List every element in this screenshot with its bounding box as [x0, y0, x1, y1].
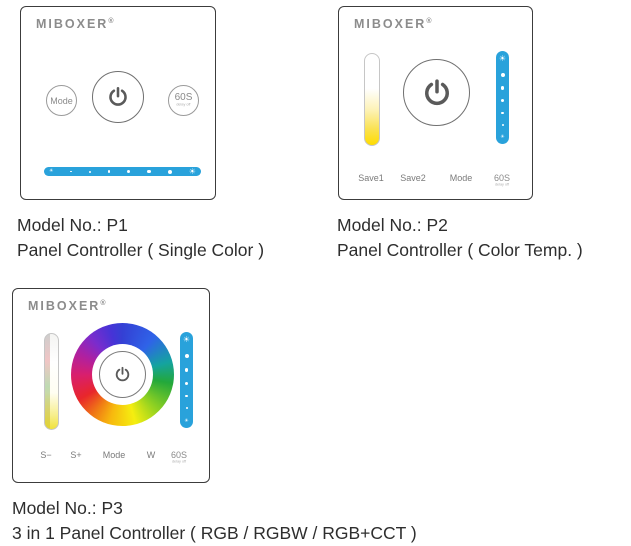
slider-dot [70, 170, 72, 173]
mode-button[interactable]: Mode [46, 85, 77, 116]
save1-button[interactable]: Save1 [358, 173, 384, 183]
mode-button[interactable]: Mode [449, 173, 473, 183]
miboxer-logo: MIBOXER® [28, 299, 106, 313]
panel-p1: MIBOXER® Mode 60S delay off ☀ ☀ [20, 6, 216, 200]
slider-dot [501, 111, 504, 114]
power-icon [115, 366, 130, 382]
timer-60s-button[interactable]: 60S delay off [168, 85, 199, 116]
dim-sun-icon: ☀ [184, 418, 189, 424]
slider-dot [500, 86, 505, 90]
slider-dot [184, 354, 189, 358]
registered-mark: ® [426, 17, 432, 25]
miboxer-logo: MIBOXER® [354, 17, 432, 31]
slider-dot [107, 170, 111, 173]
dim-sun-icon: ☀ [500, 134, 505, 140]
model-description-p3: 3 in 1 Panel Controller ( RGB / RGBW / R… [12, 523, 417, 543]
power-button[interactable] [99, 351, 146, 398]
mode-button[interactable]: Mode [102, 450, 126, 460]
saturation-plus-button[interactable]: S+ [70, 450, 82, 460]
caption-p2: Model No.: P2 Panel Controller ( Color T… [337, 213, 583, 263]
slider-dot [127, 170, 131, 173]
model-number-p1: Model No.: P1 [17, 215, 128, 235]
slider-dot [88, 170, 91, 173]
bright-sun-icon: ☀ [498, 54, 507, 63]
mode-button-label: Mode [50, 95, 73, 106]
model-description-p1: Panel Controller ( Single Color ) [17, 240, 265, 260]
slider-dot [500, 72, 505, 77]
slider-dot [167, 169, 172, 174]
caption-p1: Model No.: P1 Panel Controller ( Single … [17, 213, 264, 263]
slider-dot [501, 123, 504, 126]
timer-60s-label: 60S [170, 450, 187, 460]
timer-60s-button[interactable]: 60S delay off [170, 451, 189, 465]
miboxer-logo: MIBOXER® [36, 17, 114, 31]
power-button[interactable] [92, 71, 144, 123]
model-description-p2: Panel Controller ( Color Temp. ) [337, 240, 583, 260]
brightness-slider-horizontal[interactable]: ☀ ☀ [44, 167, 201, 176]
power-icon [424, 78, 449, 105]
slider-dot [147, 169, 151, 174]
panel-p2: MIBOXER® ☀ ☀ Save1 Save2 Mode 60S delay … [338, 6, 533, 200]
bright-sun-icon: ☀ [188, 166, 196, 176]
color-temp-slider[interactable] [364, 53, 380, 146]
panel-p3: MIBOXER® ☀ ☀ S− S+ Mode W 60S delay off [12, 288, 210, 483]
timer-60s-sublabel: delay off [176, 102, 191, 107]
slider-dot [185, 381, 188, 385]
slider-dot [185, 407, 188, 409]
save2-button[interactable]: Save2 [400, 173, 426, 183]
slider-dot [185, 394, 188, 397]
saturation-minus-button[interactable]: S− [40, 450, 52, 460]
timer-60s-button[interactable]: 60S delay off [493, 174, 512, 188]
timer-60s-label: 60S [493, 173, 510, 183]
dim-sun-icon: ☀ [49, 168, 54, 174]
slider-dot [184, 368, 189, 372]
power-icon [109, 87, 127, 106]
timer-60s-sublabel: delay off [494, 182, 510, 187]
model-number-p2: Model No.: P2 [337, 215, 448, 235]
caption-p3: Model No.: P3 3 in 1 Panel Controller ( … [12, 496, 417, 546]
white-button[interactable]: W [146, 450, 156, 460]
brightness-slider-vertical[interactable]: ☀ ☀ [180, 332, 193, 428]
power-button[interactable] [403, 59, 470, 126]
saturation-slider[interactable] [44, 333, 59, 430]
registered-mark: ® [100, 299, 106, 307]
brightness-slider-vertical[interactable]: ☀ ☀ [496, 51, 509, 144]
model-number-p3: Model No.: P3 [12, 498, 123, 518]
slider-dot [501, 99, 504, 102]
timer-60s-sublabel: delay off [171, 459, 187, 464]
registered-mark: ® [108, 17, 114, 25]
bright-sun-icon: ☀ [182, 335, 191, 344]
timer-60s-label: 60S [174, 92, 193, 103]
